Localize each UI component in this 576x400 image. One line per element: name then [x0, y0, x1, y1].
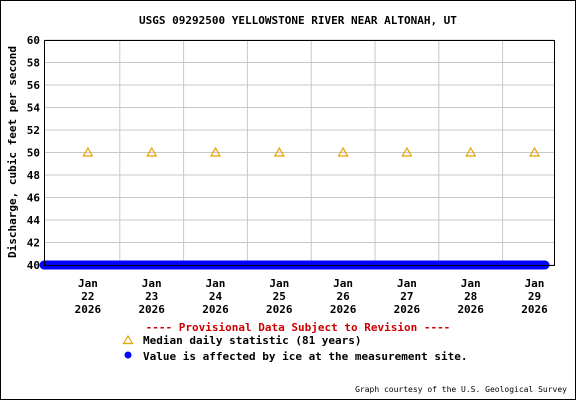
x-tick-label-month: Jan [78, 277, 98, 290]
x-tick-label-year: 2026 [202, 303, 229, 316]
y-tick-label: 60 [27, 34, 40, 47]
median-triangle-point [273, 146, 285, 157]
x-tick-label-day: 28 [464, 290, 477, 303]
y-tick-label: 52 [27, 124, 40, 137]
median-triangle-point [465, 146, 477, 157]
x-tick-label-month: Jan [269, 277, 289, 290]
legend-ice-label: Value is affected by ice at the measurem… [143, 350, 468, 363]
x-tick-label-year: 2026 [394, 303, 421, 316]
provisional-note: ---- Provisional Data Subject to Revisio… [146, 321, 451, 334]
y-tick-label: 58 [27, 57, 40, 70]
x-tick-label-year: 2026 [457, 303, 484, 316]
legend-median-label: Median daily statistic (81 years) [143, 334, 362, 347]
x-tick-label-month: Jan [461, 277, 481, 290]
x-tick-label-day: 22 [81, 290, 94, 303]
median-triangle-point [209, 146, 222, 157]
y-tick-label: 40 [27, 259, 40, 272]
x-tick-label-month: Jan [525, 277, 545, 290]
y-tick-labels: 40 42 44 46 48 50 52 54 56 58 60 [27, 34, 41, 272]
x-tick-label-month: Jan [206, 277, 226, 290]
x-tick-label-day: 26 [336, 290, 350, 303]
chart-title: USGS 09292500 YELLOWSTONE RIVER NEAR ALT… [139, 14, 457, 27]
x-tick-label-day: 27 [400, 290, 413, 303]
median-triangle-point [528, 146, 541, 157]
legend-median-triangle-icon [122, 334, 134, 345]
median-triangle-point [146, 146, 158, 157]
x-tick-label-month: Jan [333, 277, 353, 290]
x-tick-label-year: 2026 [330, 303, 357, 316]
median-triangle-point [337, 146, 349, 157]
credit: Graph courtesy of the U.S. Geological Su… [355, 385, 567, 394]
y-tick-label: 56 [27, 79, 41, 92]
x-tick-label-day: 23 [145, 290, 158, 303]
x-tick-label-year: 2026 [75, 303, 102, 316]
x-tick-label-day: 24 [209, 290, 223, 303]
plot-area-border [44, 40, 555, 266]
y-tick-label: 44 [27, 214, 41, 227]
x-tick-label-day: 25 [273, 290, 286, 303]
y-tick-label: 46 [27, 192, 41, 205]
y-tick-label: 50 [27, 147, 40, 160]
x-tick-label-month: Jan [142, 277, 162, 290]
x-tick-label-day: 29 [528, 290, 541, 303]
y-tick-label: 48 [27, 169, 40, 182]
legend-ice-dot-icon [124, 351, 132, 359]
y-tick-label: 42 [27, 237, 40, 250]
median-triangle-point [82, 146, 94, 157]
x-tick-label-year: 2026 [138, 303, 165, 316]
x-tick-label-year: 2026 [521, 303, 548, 316]
legend: Median daily statistic (81 years) Value … [122, 334, 468, 363]
y-tick-label: 54 [27, 102, 41, 115]
y-axis-label: Discharge, cubic feet per second [6, 46, 19, 258]
x-tick-label-month: Jan [397, 277, 417, 290]
x-tick-label-year: 2026 [266, 303, 293, 316]
median-triangle-point [401, 146, 413, 157]
x-tick-labels: Jan222026Jan232026Jan242026Jan252026Jan2… [75, 277, 548, 316]
